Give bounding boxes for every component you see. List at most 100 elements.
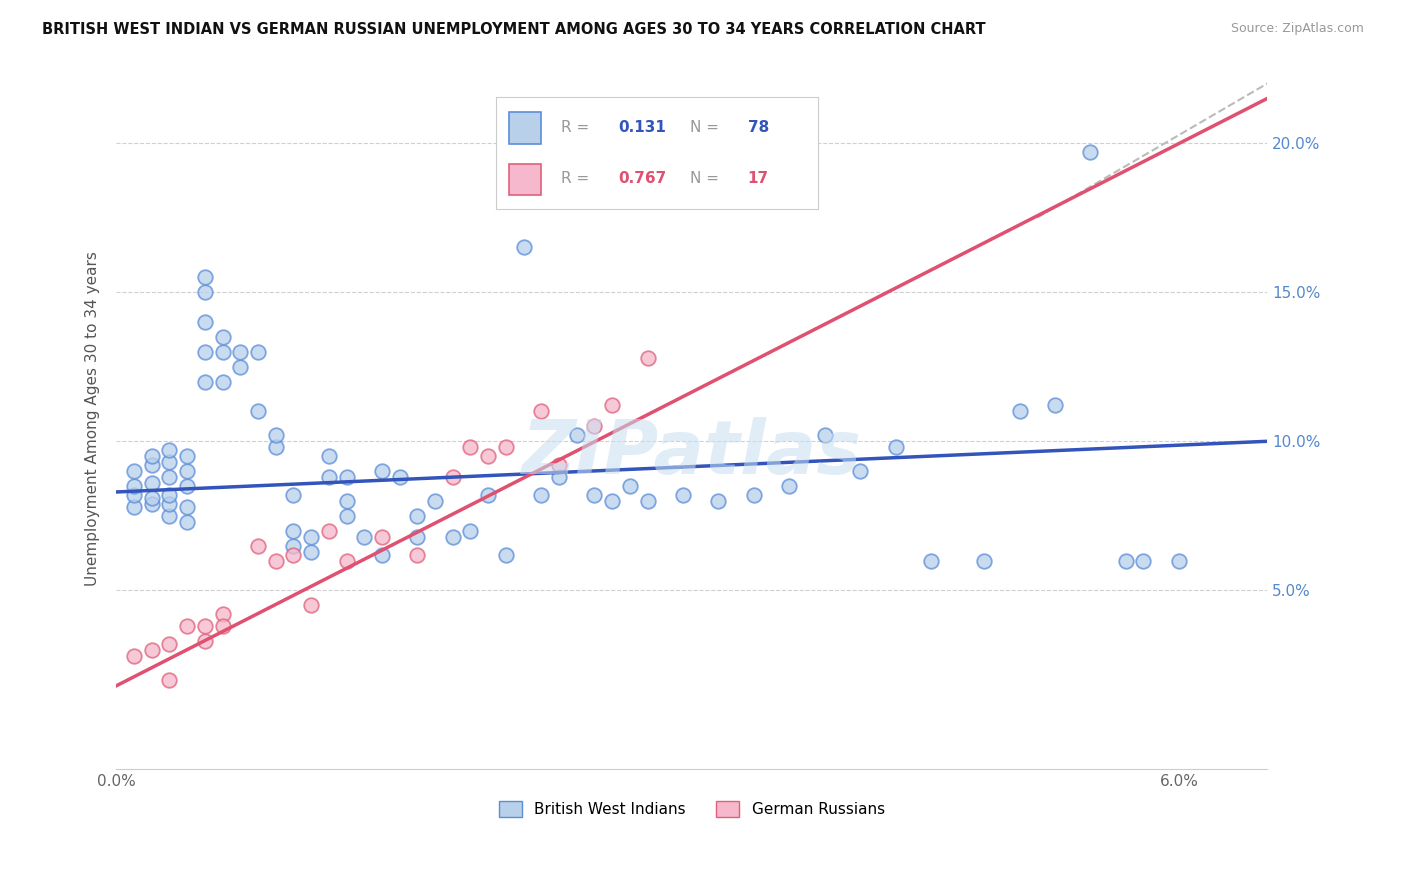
Point: [778, 479, 800, 493]
Point: [157, 508, 180, 523]
Point: [157, 455, 180, 469]
Point: [335, 494, 357, 508]
Point: [194, 285, 217, 300]
Point: [194, 344, 217, 359]
Point: [707, 494, 730, 508]
Point: [619, 479, 641, 493]
Point: [141, 476, 163, 491]
Point: [565, 428, 588, 442]
Point: [371, 464, 394, 478]
Point: [1008, 404, 1031, 418]
Point: [176, 500, 198, 514]
Point: [371, 530, 394, 544]
Point: [283, 524, 305, 538]
Text: ZIPatlas: ZIPatlas: [522, 417, 862, 491]
Point: [406, 548, 429, 562]
Y-axis label: Unemployment Among Ages 30 to 34 years: Unemployment Among Ages 30 to 34 years: [86, 252, 100, 586]
Point: [335, 508, 357, 523]
Point: [460, 440, 482, 454]
Point: [318, 449, 340, 463]
Point: [335, 553, 357, 567]
Point: [157, 637, 180, 651]
Point: [141, 491, 163, 505]
Point: [548, 470, 571, 484]
Point: [388, 470, 411, 484]
Point: [211, 344, 233, 359]
Point: [176, 449, 198, 463]
Point: [299, 599, 322, 613]
Point: [1115, 553, 1137, 567]
Point: [229, 359, 252, 374]
Point: [157, 443, 180, 458]
Point: [264, 440, 287, 454]
Legend: British West Indians, German Russians: British West Indians, German Russians: [492, 794, 893, 825]
Point: [920, 553, 942, 567]
Point: [122, 500, 145, 514]
Point: [246, 539, 269, 553]
Point: [460, 524, 482, 538]
Text: Source: ZipAtlas.com: Source: ZipAtlas.com: [1230, 22, 1364, 36]
Point: [849, 464, 872, 478]
Point: [583, 488, 606, 502]
Point: [371, 548, 394, 562]
Point: [264, 428, 287, 442]
Point: [194, 270, 217, 285]
Point: [176, 515, 198, 529]
Point: [299, 530, 322, 544]
Point: [973, 553, 995, 567]
Point: [229, 344, 252, 359]
Point: [1043, 399, 1066, 413]
Text: BRITISH WEST INDIAN VS GERMAN RUSSIAN UNEMPLOYMENT AMONG AGES 30 TO 34 YEARS COR: BRITISH WEST INDIAN VS GERMAN RUSSIAN UN…: [42, 22, 986, 37]
Point: [157, 470, 180, 484]
Point: [530, 488, 553, 502]
Point: [583, 419, 606, 434]
Point: [600, 494, 623, 508]
Point: [246, 344, 269, 359]
Point: [335, 470, 357, 484]
Point: [283, 548, 305, 562]
Point: [157, 497, 180, 511]
Point: [406, 508, 429, 523]
Point: [122, 648, 145, 663]
Point: [194, 375, 217, 389]
Point: [283, 539, 305, 553]
Point: [141, 449, 163, 463]
Point: [637, 494, 659, 508]
Point: [1132, 553, 1154, 567]
Point: [441, 470, 464, 484]
Point: [176, 479, 198, 493]
Point: [141, 643, 163, 657]
Point: [283, 488, 305, 502]
Point: [122, 488, 145, 502]
Point: [477, 488, 499, 502]
Point: [157, 488, 180, 502]
Point: [246, 404, 269, 418]
Point: [884, 440, 907, 454]
Point: [637, 351, 659, 365]
Point: [423, 494, 446, 508]
Point: [530, 404, 553, 418]
Point: [725, 157, 748, 171]
Point: [600, 399, 623, 413]
Point: [441, 530, 464, 544]
Point: [157, 673, 180, 687]
Point: [211, 330, 233, 344]
Point: [176, 464, 198, 478]
Point: [194, 315, 217, 329]
Point: [406, 530, 429, 544]
Point: [1167, 553, 1189, 567]
Point: [495, 440, 517, 454]
Point: [672, 488, 695, 502]
Point: [194, 619, 217, 633]
Point: [318, 470, 340, 484]
Point: [122, 464, 145, 478]
Point: [211, 619, 233, 633]
Point: [1080, 145, 1102, 159]
Point: [194, 634, 217, 648]
Point: [141, 497, 163, 511]
Point: [512, 240, 534, 254]
Point: [122, 479, 145, 493]
Point: [176, 619, 198, 633]
Point: [141, 458, 163, 472]
Point: [299, 544, 322, 558]
